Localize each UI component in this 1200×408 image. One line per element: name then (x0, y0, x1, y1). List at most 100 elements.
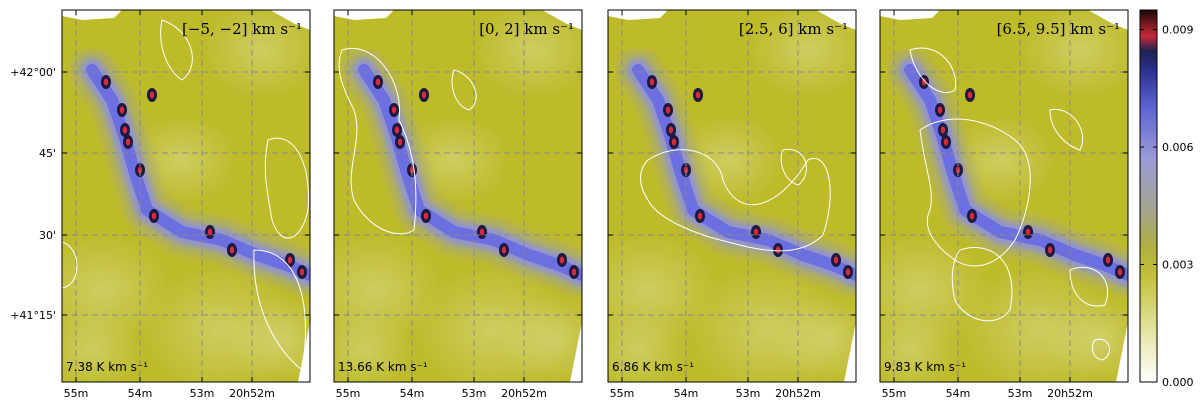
dense-core-peak (833, 256, 839, 264)
y-tick-label: +41°15' (10, 309, 56, 322)
blank-region (1088, 10, 1128, 30)
contour-level-label: 13.66 K km s⁻¹ (338, 360, 428, 374)
emission-blob (1020, 10, 1128, 98)
contour-level-label: 9.83 K km s⁻¹ (884, 360, 966, 374)
dense-core-peak (423, 212, 429, 220)
dense-core-peak (937, 106, 943, 114)
contour-line (253, 249, 306, 371)
x-tick-label: 54m (128, 387, 153, 400)
blank-region (844, 322, 856, 382)
blank-region (880, 10, 940, 20)
colorbar-tick-label: 0.009 (1162, 24, 1194, 37)
emission-blob (334, 310, 414, 382)
emission-blob (202, 10, 310, 98)
dense-core-peak (668, 126, 674, 134)
dense-core-peak (122, 126, 128, 134)
panel-frame (61, 9, 311, 383)
blank-region (542, 10, 582, 30)
emission-blob (748, 10, 856, 98)
blank-region (608, 10, 668, 20)
x-tick-label: 55m (336, 387, 361, 400)
dense-core-peak (391, 106, 397, 114)
blank-region (1116, 322, 1128, 382)
dense-core-peak (649, 78, 655, 86)
colorbar: 0.000 0.003 0.006 0.009 (1139, 9, 1194, 389)
contour-line (160, 19, 193, 81)
dense-core-peak (697, 212, 703, 220)
emission-blob (608, 310, 688, 382)
x-tick-label: 55m (610, 387, 635, 400)
x-tick-label: 54m (674, 387, 699, 400)
blank-region (570, 322, 582, 382)
map-panel: 55m 54m 53m 20h52m [0, 2] km s⁻¹ 13.66 K km s… (333, 9, 583, 400)
x-tick-label: 20h52m (229, 387, 275, 400)
blank-region (816, 10, 856, 30)
y-tick-label: 45' (39, 147, 56, 160)
emission-blob (880, 310, 960, 382)
dense-core-peak (229, 246, 235, 254)
emission-blob (499, 296, 582, 382)
map-panel: 55m 54m 53m 20h52m [−5, −2] km s⁻¹ 7.38 K km … (61, 9, 311, 400)
dense-core-peak (1025, 228, 1031, 236)
contour-line (264, 137, 310, 239)
panel-frame (333, 9, 583, 383)
colorbar-gradient (1139, 9, 1158, 383)
dense-core-peak (287, 256, 293, 264)
y-tick-label: 30' (39, 229, 56, 242)
map-panel: 55m 54m 53m 20h52m [6.5, 9.5] km s⁻¹ 9.83 K k… (879, 9, 1129, 400)
dense-core-peak (845, 268, 851, 276)
panel-image (880, 10, 1128, 382)
x-tick-label: 53m (190, 387, 215, 400)
dense-core-peak (397, 138, 403, 146)
panel-title: [−5, −2] km s⁻¹ (182, 20, 302, 38)
dense-core-peak (501, 246, 507, 254)
x-tick-label: 54m (400, 387, 425, 400)
x-tick-label: 53m (1008, 387, 1033, 400)
dense-core-peak (775, 246, 781, 254)
contour-level-label: 6.86 K km s⁻¹ (612, 360, 694, 374)
x-tick-label: 20h52m (775, 387, 821, 400)
panels-layer: 55m 54m 53m 20h52m [−5, −2] km s⁻¹ 7.38 K km … (10, 9, 1129, 400)
panel-title: [0, 2] km s⁻¹ (479, 20, 574, 38)
panel-title: [6.5, 9.5] km s⁻¹ (997, 20, 1120, 38)
dense-core-peak (119, 106, 125, 114)
colorbar-tick-label: 0.003 (1162, 259, 1194, 272)
contour-line (780, 149, 807, 186)
dense-core-peak (375, 78, 381, 86)
dense-core-peak (969, 212, 975, 220)
x-tick-label: 54m (946, 387, 971, 400)
panel-image (608, 10, 856, 382)
emission-blob (773, 296, 856, 382)
dense-core-peak (967, 91, 973, 99)
dense-core-peak (394, 126, 400, 134)
dense-core-peak (103, 78, 109, 86)
contour-line (1049, 108, 1084, 151)
x-tick-label: 20h52m (1047, 387, 1093, 400)
contour-line (640, 149, 831, 252)
contour-line (1069, 266, 1109, 307)
dense-core-peak (695, 91, 701, 99)
dense-core-peak (559, 256, 565, 264)
panel-image (62, 10, 310, 382)
dense-core-peak (421, 91, 427, 99)
contour-line (451, 69, 477, 111)
emission-blob (62, 310, 142, 382)
contour-line (1091, 338, 1110, 361)
emission-blob (227, 296, 310, 382)
x-tick-label: 55m (882, 387, 907, 400)
dense-core-peak (299, 268, 305, 276)
dense-core-peak (940, 126, 946, 134)
blank-region (334, 10, 394, 20)
dense-core-peak (671, 138, 677, 146)
filament-core (358, 64, 582, 281)
dense-core-peak (479, 228, 485, 236)
x-tick-label: 53m (462, 387, 487, 400)
dense-core-peak (125, 138, 131, 146)
y-tick-label: +42°00' (10, 66, 56, 79)
blank-region (270, 10, 310, 30)
colorbar-tick-label: 0.006 (1162, 141, 1194, 154)
dense-core-peak (1047, 246, 1053, 254)
panel-title: [2.5, 6] km s⁻¹ (739, 20, 848, 38)
contour-line (919, 118, 1031, 267)
